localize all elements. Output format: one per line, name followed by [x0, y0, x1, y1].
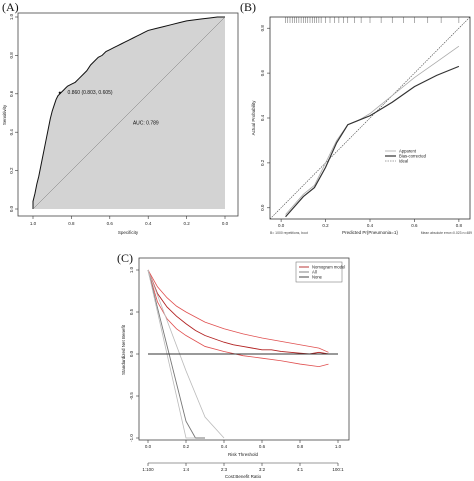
decision-nomogram-line — [147, 269, 329, 355]
panel-label-c: (C) — [117, 251, 133, 265]
calibration-x-tick-label: 0.0 — [278, 223, 285, 228]
roc-x-tick-label: 1.0 — [30, 221, 37, 226]
roc-y-tick-label: 1.0 — [9, 13, 14, 20]
decision-cb-tick-label: 1:4 — [183, 467, 190, 472]
roc-y-tick-label: 0.8 — [9, 52, 14, 59]
roc-threshold-annotation: 0.860 (0.803, 0.605) — [68, 90, 113, 96]
calibration-x-axis-label: Predicted Pr{Pneumonia=1} — [342, 230, 398, 235]
decision-x-tick-label: 1.0 — [335, 444, 342, 449]
decision-cb-tick-label: 4:1 — [297, 467, 304, 472]
calibration-legend-label: Ideal — [399, 158, 408, 163]
decision-x-tick-label: 0.2 — [183, 444, 190, 449]
decision-y-tick-label: 0.0 — [129, 350, 134, 357]
decision-cb-axis-label: Cost:Benefit Ratio — [225, 474, 262, 479]
calibration-bias-corrected-line — [285, 65, 460, 218]
calibration-ideal-line — [269, 16, 471, 220]
roc-x-tick-label: 0.4 — [145, 221, 152, 226]
decision-nomogram-upper-ci — [147, 269, 329, 353]
calibration-footer-left: B= 1000 repetitions, boot — [270, 231, 308, 235]
roc-x-tick-label: 0.2 — [183, 221, 190, 226]
calibration-legend-label: Bias-corrected — [399, 153, 427, 158]
decision-treat-all-upper-ci — [147, 269, 225, 439]
roc-x-tick-label: 0.0 — [222, 221, 229, 226]
decision-legend-label: None — [312, 274, 323, 279]
roc-y-tick-label: 0.2 — [9, 167, 14, 174]
calibration-y-tick-label: 0.0 — [260, 204, 265, 211]
decision-y-tick-label: -1.0 — [129, 434, 134, 442]
panel-label-b: (B) — [240, 0, 256, 14]
roc-x-tick-label: 0.6 — [107, 221, 114, 226]
decision-cb-tick-label: 1:100 — [142, 467, 154, 472]
roc-y-axis-label: Sensitivity — [2, 104, 7, 125]
decision-legend-label: All — [312, 269, 317, 274]
calibration-y-tick-label: 0.8 — [260, 25, 265, 32]
roc-curve-line — [32, 16, 225, 209]
roc-y-tick-label: 0.4 — [9, 129, 14, 136]
decision-treat-all-lower-ci — [147, 269, 196, 439]
decision-y-tick-label: 1.0 — [129, 266, 134, 273]
roc-x-tick-label: 0.8 — [68, 221, 75, 226]
calibration-x-tick-label: 0.4 — [367, 223, 374, 228]
calibration-y-tick-label: 0.2 — [260, 159, 265, 166]
decision-plot-frame — [138, 257, 350, 441]
decision-y-axis-label: Standardized Net Benefit — [121, 324, 126, 375]
calibration-footer-right: Mean absolute error=0.023 n=489 — [421, 231, 472, 235]
decision-y-tick-label: 0.5 — [129, 308, 134, 315]
decision-legend-label: Nomogram model — [312, 264, 345, 269]
decision-cb-tick-label: 100:1 — [332, 467, 344, 472]
calibration-y-tick-label: 0.6 — [260, 69, 265, 76]
calibration-x-tick-label: 0.8 — [456, 223, 463, 228]
decision-x-tick-label: 0.0 — [145, 444, 152, 449]
roc-auc-annotation: AUC: 0.789 — [133, 121, 159, 127]
decision-x-tick-label: 0.8 — [297, 444, 304, 449]
roc-x-axis-label: Specificity — [118, 230, 139, 235]
calibration-x-tick-label: 0.2 — [322, 223, 329, 228]
calibration-legend-label: Apparent — [399, 148, 417, 153]
calibration-y-axis-label: Actual Probability — [251, 100, 256, 136]
decision-cb-tick-label: 2:3 — [221, 467, 228, 472]
decision-cb-tick-label: 3:2 — [259, 467, 266, 472]
decision-x-axis-label: Risk Threshold — [228, 452, 258, 457]
roc-y-tick-label: 0.0 — [9, 205, 14, 212]
roc-threshold-point — [58, 91, 62, 95]
decision-x-tick-label: 0.6 — [259, 444, 266, 449]
decision-x-tick-label: 0.4 — [221, 444, 228, 449]
calibration-x-tick-label: 0.6 — [411, 223, 418, 228]
roc-y-tick-label: 0.6 — [9, 90, 14, 97]
calibration-y-tick-label: 0.4 — [260, 114, 265, 121]
decision-y-tick-label: -0.5 — [129, 392, 134, 400]
panel-label-a: (A) — [2, 0, 19, 14]
roc-reference-diagonal — [32, 16, 226, 210]
decision-nomogram-lower-ci — [147, 269, 329, 368]
